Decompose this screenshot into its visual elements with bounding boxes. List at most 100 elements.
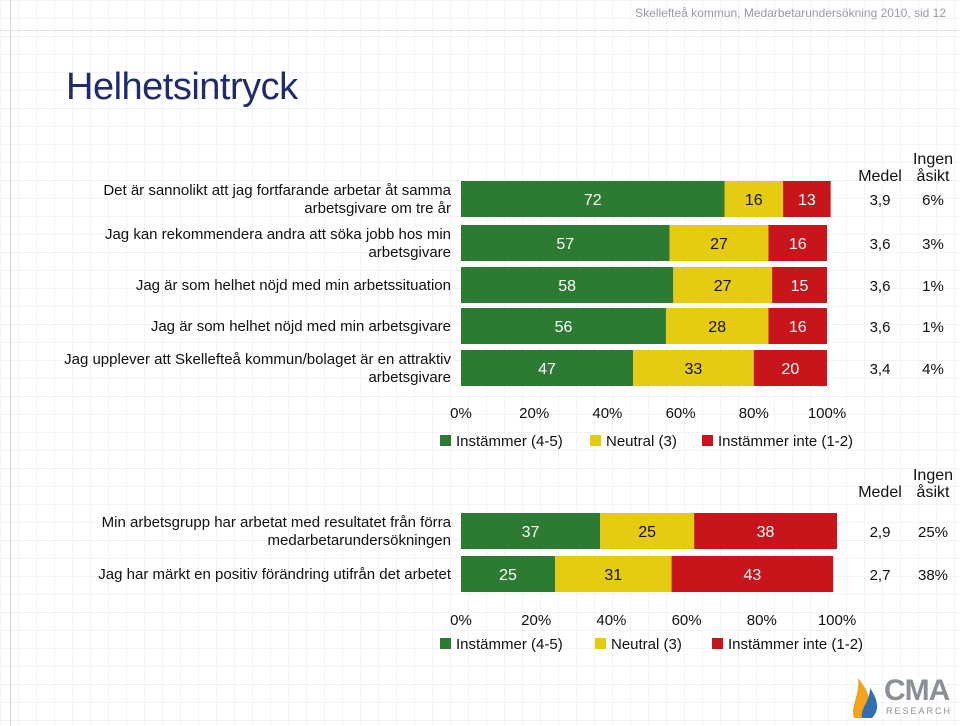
bar-segment: [768, 308, 827, 344]
data-label: 25: [638, 524, 656, 541]
x-tick-label: 40%: [596, 612, 626, 629]
category-label: Det är sannolikt att jag fortfarande arb…: [103, 182, 451, 199]
bar-segment: [673, 267, 773, 303]
mean-value: 2,7: [870, 567, 891, 584]
flame-icon: [853, 678, 878, 718]
data-label: 20: [782, 361, 800, 378]
no-opinion-value: 1%: [922, 278, 944, 295]
legend-label: Neutral (3): [606, 433, 677, 450]
mean-value: 3,6: [870, 236, 891, 253]
data-label: 13: [798, 192, 816, 209]
data-label: 38: [757, 524, 775, 541]
legend-label: Instämmer inte (1-2): [728, 636, 863, 653]
bar-segment: [633, 350, 754, 386]
no-opinion-header: Ingen: [913, 151, 953, 168]
mean-header: Medel: [858, 168, 902, 185]
bar-segment: [665, 308, 769, 344]
x-tick-label: 80%: [739, 405, 769, 422]
bar-segment: [694, 513, 837, 549]
legend-swatch: [440, 638, 451, 649]
legend-swatch: [595, 638, 606, 649]
category-label: Jag har märkt en positiv förändring utif…: [98, 566, 452, 583]
category-label: arbetsgivare: [368, 369, 451, 386]
bar-segment: [671, 556, 834, 592]
cma-logo: CMA RESEARCH: [848, 672, 958, 722]
bar-segment: [461, 350, 634, 386]
data-label: 47: [538, 361, 556, 378]
bar-segment: [772, 267, 827, 303]
x-tick-label: 60%: [672, 612, 702, 629]
x-tick-label: 100%: [818, 612, 856, 629]
logo-main-text: CMA: [884, 674, 950, 707]
legend-swatch: [702, 435, 713, 446]
logo-sub-text: RESEARCH: [886, 706, 953, 716]
legend-label: Instämmer (4-5): [456, 433, 563, 450]
bar-segment: [461, 513, 601, 549]
data-label: 31: [604, 567, 622, 584]
data-label: 43: [744, 567, 762, 584]
x-tick-label: 0%: [450, 405, 472, 422]
bar-segment: [669, 225, 769, 261]
bar-segment: [461, 225, 670, 261]
legend-swatch: [712, 638, 723, 649]
page-title: Helhetsintryck: [66, 66, 298, 108]
bar-segment: [461, 308, 666, 344]
bar-segment: [555, 556, 672, 592]
no-opinion-value: 25%: [918, 524, 948, 541]
data-label: 16: [745, 192, 763, 209]
bar-segment: [461, 556, 555, 592]
bar-segment: [600, 513, 695, 549]
data-label: 15: [791, 278, 809, 295]
x-tick-label: 40%: [592, 405, 622, 422]
mean-value: 3,4: [870, 361, 891, 378]
data-label: 37: [522, 524, 540, 541]
data-label: 56: [555, 319, 573, 336]
no-opinion-header: åsikt: [917, 483, 950, 501]
data-label: 57: [556, 236, 574, 253]
legend-label: Neutral (3): [611, 636, 682, 653]
no-opinion-header: Ingen: [913, 467, 953, 484]
page-header: Skellefteå kommun, Medarbetarundersöknin…: [635, 6, 946, 20]
legend-swatch: [440, 435, 451, 446]
no-opinion-value: 3%: [922, 236, 944, 253]
category-label: Jag kan rekommendera andra att söka jobb…: [105, 226, 451, 243]
category-label: medarbetarundersökningen: [268, 532, 451, 549]
no-opinion-header: åsikt: [917, 167, 950, 185]
data-label: 33: [685, 361, 703, 378]
bar-segment: [783, 181, 831, 217]
legend-label: Instämmer (4-5): [456, 636, 563, 653]
data-label: 72: [584, 192, 602, 209]
data-label: 27: [710, 236, 728, 253]
category-label: Min arbetsgrupp har arbetat med resultat…: [102, 514, 452, 531]
no-opinion-value: 6%: [922, 192, 944, 209]
data-label: 28: [708, 319, 726, 336]
no-opinion-value: 38%: [918, 567, 948, 584]
data-label: 16: [789, 319, 807, 336]
x-tick-label: 100%: [808, 405, 846, 422]
category-label: Jag är som helhet nöjd med min arbetssit…: [136, 277, 451, 294]
legend-label: Instämmer inte (1-2): [718, 433, 853, 450]
x-tick-label: 0%: [450, 612, 472, 629]
bar-segment: [724, 181, 784, 217]
mean-value: 3,6: [870, 319, 891, 336]
bar-segment: [461, 267, 674, 303]
mean-value: 2,9: [870, 524, 891, 541]
data-label: 58: [558, 278, 576, 295]
legend-swatch: [590, 435, 601, 446]
category-label: arbetsgivare om tre år: [304, 200, 451, 217]
no-opinion-value: 1%: [922, 319, 944, 336]
x-tick-label: 80%: [747, 612, 777, 629]
x-tick-label: 20%: [521, 612, 551, 629]
no-opinion-value: 4%: [922, 361, 944, 378]
mean-header: Medel: [858, 484, 902, 501]
header-line: [0, 30, 960, 31]
data-label: 25: [499, 567, 517, 584]
x-tick-label: 20%: [519, 405, 549, 422]
margin-line: [10, 0, 11, 726]
bar-segment: [461, 181, 725, 217]
category-label: Jag upplever att Skellefteå kommun/bolag…: [64, 351, 451, 368]
data-label: 27: [714, 278, 732, 295]
category-label: Jag är som helhet nöjd med min arbetsgiv…: [151, 318, 451, 335]
x-tick-label: 60%: [666, 405, 696, 422]
